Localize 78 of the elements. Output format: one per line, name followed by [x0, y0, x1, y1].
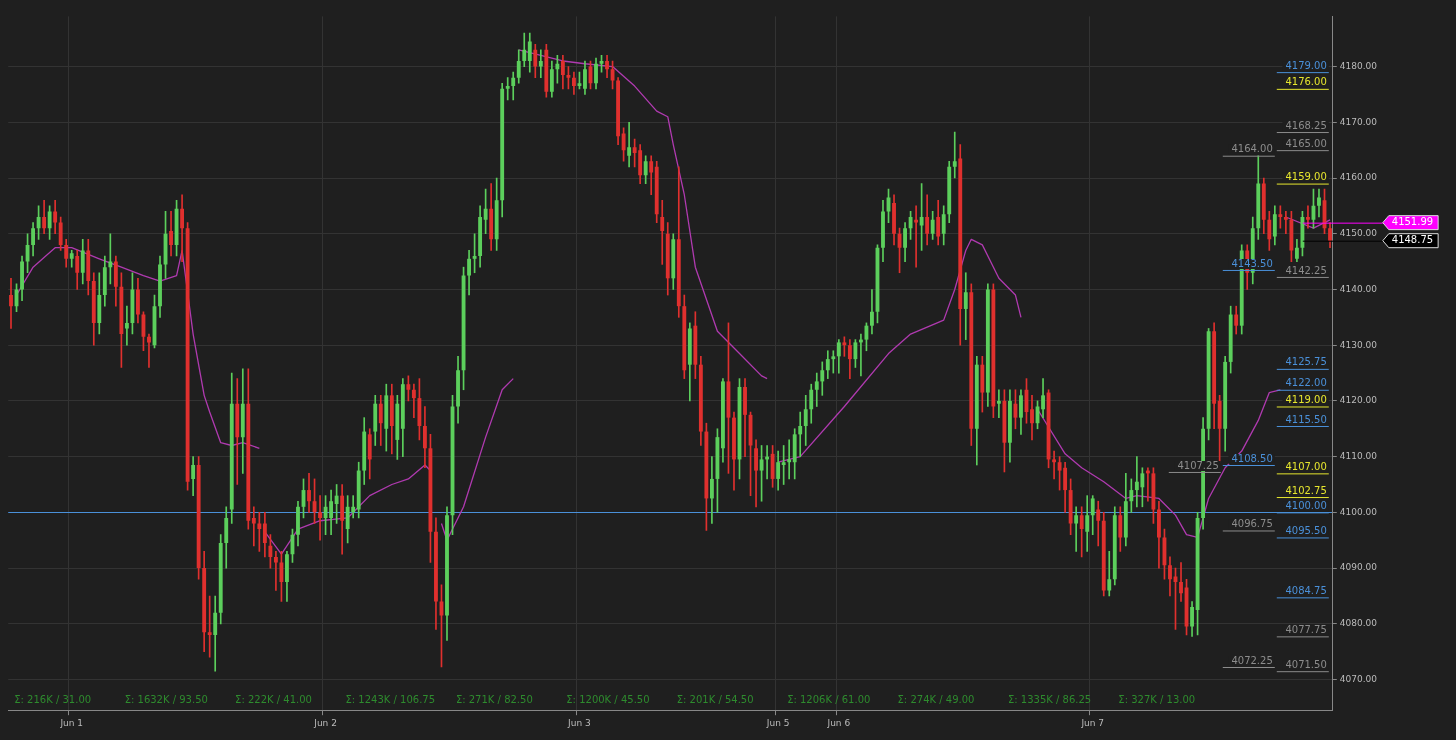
ref-line-label: 4107.00 — [1285, 460, 1327, 472]
y-tick-label: 4160.00 — [1339, 172, 1378, 183]
ref-line-label: 4142.25 — [1285, 264, 1327, 276]
annotation: Σ: 327K / 13.00 — [1118, 693, 1196, 705]
annotation: Σ: 1200K / 45.50 — [566, 693, 650, 705]
ref-line-label: 4072.25 — [1231, 654, 1273, 666]
x-tick-label: Jun 6 — [826, 717, 851, 728]
ref-line-label: 4148.75 — [1391, 234, 1434, 246]
candlestick — [952, 131, 957, 179]
annotation: Σ: 1335K / 86.25 — [1007, 693, 1092, 705]
y-tick-label: 4120.00 — [1339, 395, 1378, 406]
ref-line-label: 4176.00 — [1285, 76, 1327, 88]
x-tick-label: Jun 7 — [1080, 717, 1105, 728]
annotation: Σ: 1632K / 93.50 — [124, 693, 208, 705]
candlestick — [273, 551, 278, 591]
ref-line-label: 4122.00 — [1285, 377, 1327, 389]
annotation: Σ: 201K / 54.50 — [676, 693, 754, 705]
candlestick — [207, 595, 212, 658]
y-tick-label: 4100.00 — [1339, 506, 1378, 517]
candlestick — [538, 49, 543, 79]
x-tick-label: Jun 2 — [313, 717, 337, 728]
candlestick — [251, 506, 256, 547]
annotation: Σ: 1243K / 106.75 — [345, 693, 436, 705]
annotation: Σ: 216K / 31.00 — [14, 693, 92, 705]
ref-line-label: 4107.25 — [1177, 459, 1219, 471]
candlestick — [1052, 450, 1057, 480]
candlestick — [831, 350, 836, 374]
y-tick-label: 4110.00 — [1339, 450, 1378, 461]
annotation: Σ: 222K / 41.00 — [235, 693, 312, 705]
candlestick — [1074, 506, 1079, 552]
candlestick — [963, 272, 968, 340]
ref-line-label: 4071.50 — [1285, 658, 1327, 670]
candlestick — [147, 333, 151, 368]
ref-line-label: 4159.00 — [1285, 171, 1327, 183]
y-tick-label: 4090.00 — [1339, 562, 1378, 573]
candlestick — [798, 411, 803, 457]
y-tick-label: 4130.00 — [1339, 339, 1378, 350]
candlestick — [996, 389, 1001, 418]
y-tick-label: 4140.00 — [1339, 283, 1378, 294]
x-tick-label: Jun 1 — [59, 717, 84, 728]
ref-line-label: 4115.50 — [1285, 413, 1327, 425]
ref-line-label: 4108.50 — [1231, 452, 1273, 464]
ref-line-label: 4102.75 — [1285, 484, 1327, 496]
candlestick — [627, 121, 632, 168]
candlestick — [505, 77, 510, 101]
annotation: Σ: 274K / 49.00 — [897, 693, 975, 705]
candlestick — [1096, 500, 1101, 547]
annotation: Σ: 271K / 82.50 — [455, 693, 533, 705]
candlestick — [124, 305, 129, 346]
candlestick — [1107, 551, 1112, 597]
ref-line-label: 4179.00 — [1285, 59, 1327, 71]
candlestick — [411, 383, 416, 418]
ref-line-label: 4165.00 — [1285, 137, 1327, 149]
candlestick — [660, 199, 665, 265]
ref-line-label: 4168.25 — [1285, 119, 1327, 131]
ref-line-label: 4125.75 — [1285, 356, 1327, 368]
ref-line-label: 4100.00 — [1285, 499, 1327, 511]
candlestick — [318, 495, 322, 541]
y-tick-label: 4180.00 — [1339, 60, 1378, 71]
candlestick — [914, 205, 919, 268]
y-tick-label: 4070.00 — [1339, 673, 1378, 684]
candlestick — [1283, 211, 1288, 235]
ref-line-label: 4164.00 — [1231, 143, 1273, 155]
candlestick — [787, 439, 792, 480]
ref-line-label: 4095.50 — [1285, 525, 1327, 537]
y-tick-label: 4150.00 — [1339, 228, 1378, 239]
ref-line-label: 4151.99 — [1391, 216, 1434, 228]
x-tick-label: Jun 3 — [567, 717, 591, 728]
y-tick-label: 4080.00 — [1339, 618, 1378, 629]
candlestick — [9, 277, 13, 329]
ref-line-label: 4119.00 — [1285, 394, 1327, 406]
y-tick-label: 4170.00 — [1339, 116, 1378, 127]
ref-line-label: 4096.75 — [1231, 518, 1273, 530]
ref-line-label: 4143.50 — [1231, 257, 1273, 269]
ref-line-label: 4077.75 — [1285, 623, 1327, 635]
x-tick-label: Jun 5 — [765, 717, 790, 728]
ref-line-label: 4084.75 — [1285, 584, 1327, 596]
annotation: Σ: 1206K / 61.00 — [787, 693, 871, 705]
